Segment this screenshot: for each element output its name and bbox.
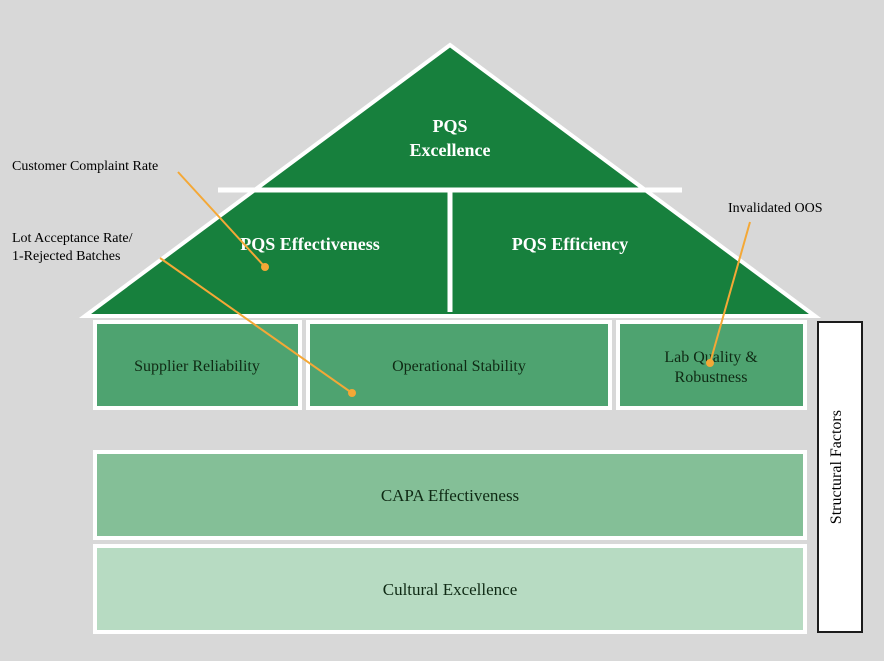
diagram-svg: Cultural Excellence CAPA Effectiveness S…	[0, 0, 884, 661]
annotation-dot-2	[706, 359, 714, 367]
pqs-pyramid-diagram: Cultural Excellence CAPA Effectiveness S…	[0, 0, 884, 661]
roof-left-label: PQS Effectiveness	[240, 234, 379, 254]
tier3-label-2b: Robustness	[675, 369, 748, 386]
annotation-text-1: Lot Acceptance Rate/ 1-Rejected Batches	[12, 230, 133, 265]
annotation-text-0: Customer Complaint Rate	[12, 158, 158, 176]
annotation-text-1-l1: Lot Acceptance Rate/	[12, 231, 133, 246]
tier2-label: CAPA Effectiveness	[381, 486, 519, 505]
side-box-label: Structural Factors	[828, 410, 846, 524]
roof-apex-label-l2: Excellence	[410, 140, 491, 160]
tier3-label-0: Supplier Reliability	[134, 358, 260, 375]
annotation-dot-1	[348, 389, 356, 397]
tier1-label: Cultural Excellence	[383, 580, 518, 599]
annotation-text-2: Invalidated OOS	[728, 200, 822, 218]
roof-apex-label-l1: PQS	[432, 116, 467, 136]
tier3-label-1: Operational Stability	[392, 358, 526, 375]
annotation-dot-0	[261, 263, 269, 271]
roof-right-label: PQS Efficiency	[512, 234, 628, 254]
annotation-text-1-l2: 1-Rejected Batches	[12, 249, 120, 264]
